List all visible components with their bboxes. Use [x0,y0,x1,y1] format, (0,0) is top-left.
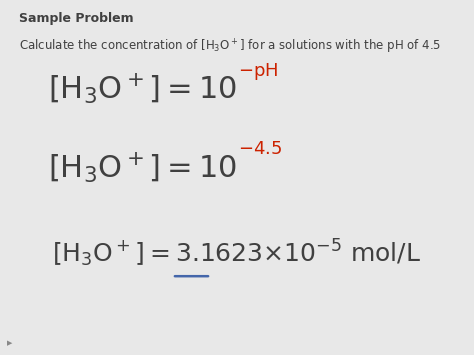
Text: $[\mathrm{H_3O^+}] = 3.1623{\times}10^{-5}\ \mathrm{mol/L}$: $[\mathrm{H_3O^+}] = 3.1623{\times}10^{-… [53,238,421,269]
Text: $[\mathrm{H_3O^+}] = 10$: $[\mathrm{H_3O^+}] = 10$ [48,72,237,106]
Text: Calculate the concentration of [H$_3$O$^+$] for a solutions with the pH of 4.5: Calculate the concentration of [H$_3$O$^… [19,37,441,56]
Text: $\mathregular{-pH}$: $\mathregular{-pH}$ [238,61,278,82]
Text: $[\mathrm{H_3O^+}] = 10$: $[\mathrm{H_3O^+}] = 10$ [48,150,237,185]
Text: Sample Problem: Sample Problem [19,12,134,26]
Text: $\mathregular{-4.5}$: $\mathregular{-4.5}$ [238,141,282,158]
Text: ▶: ▶ [7,340,12,346]
